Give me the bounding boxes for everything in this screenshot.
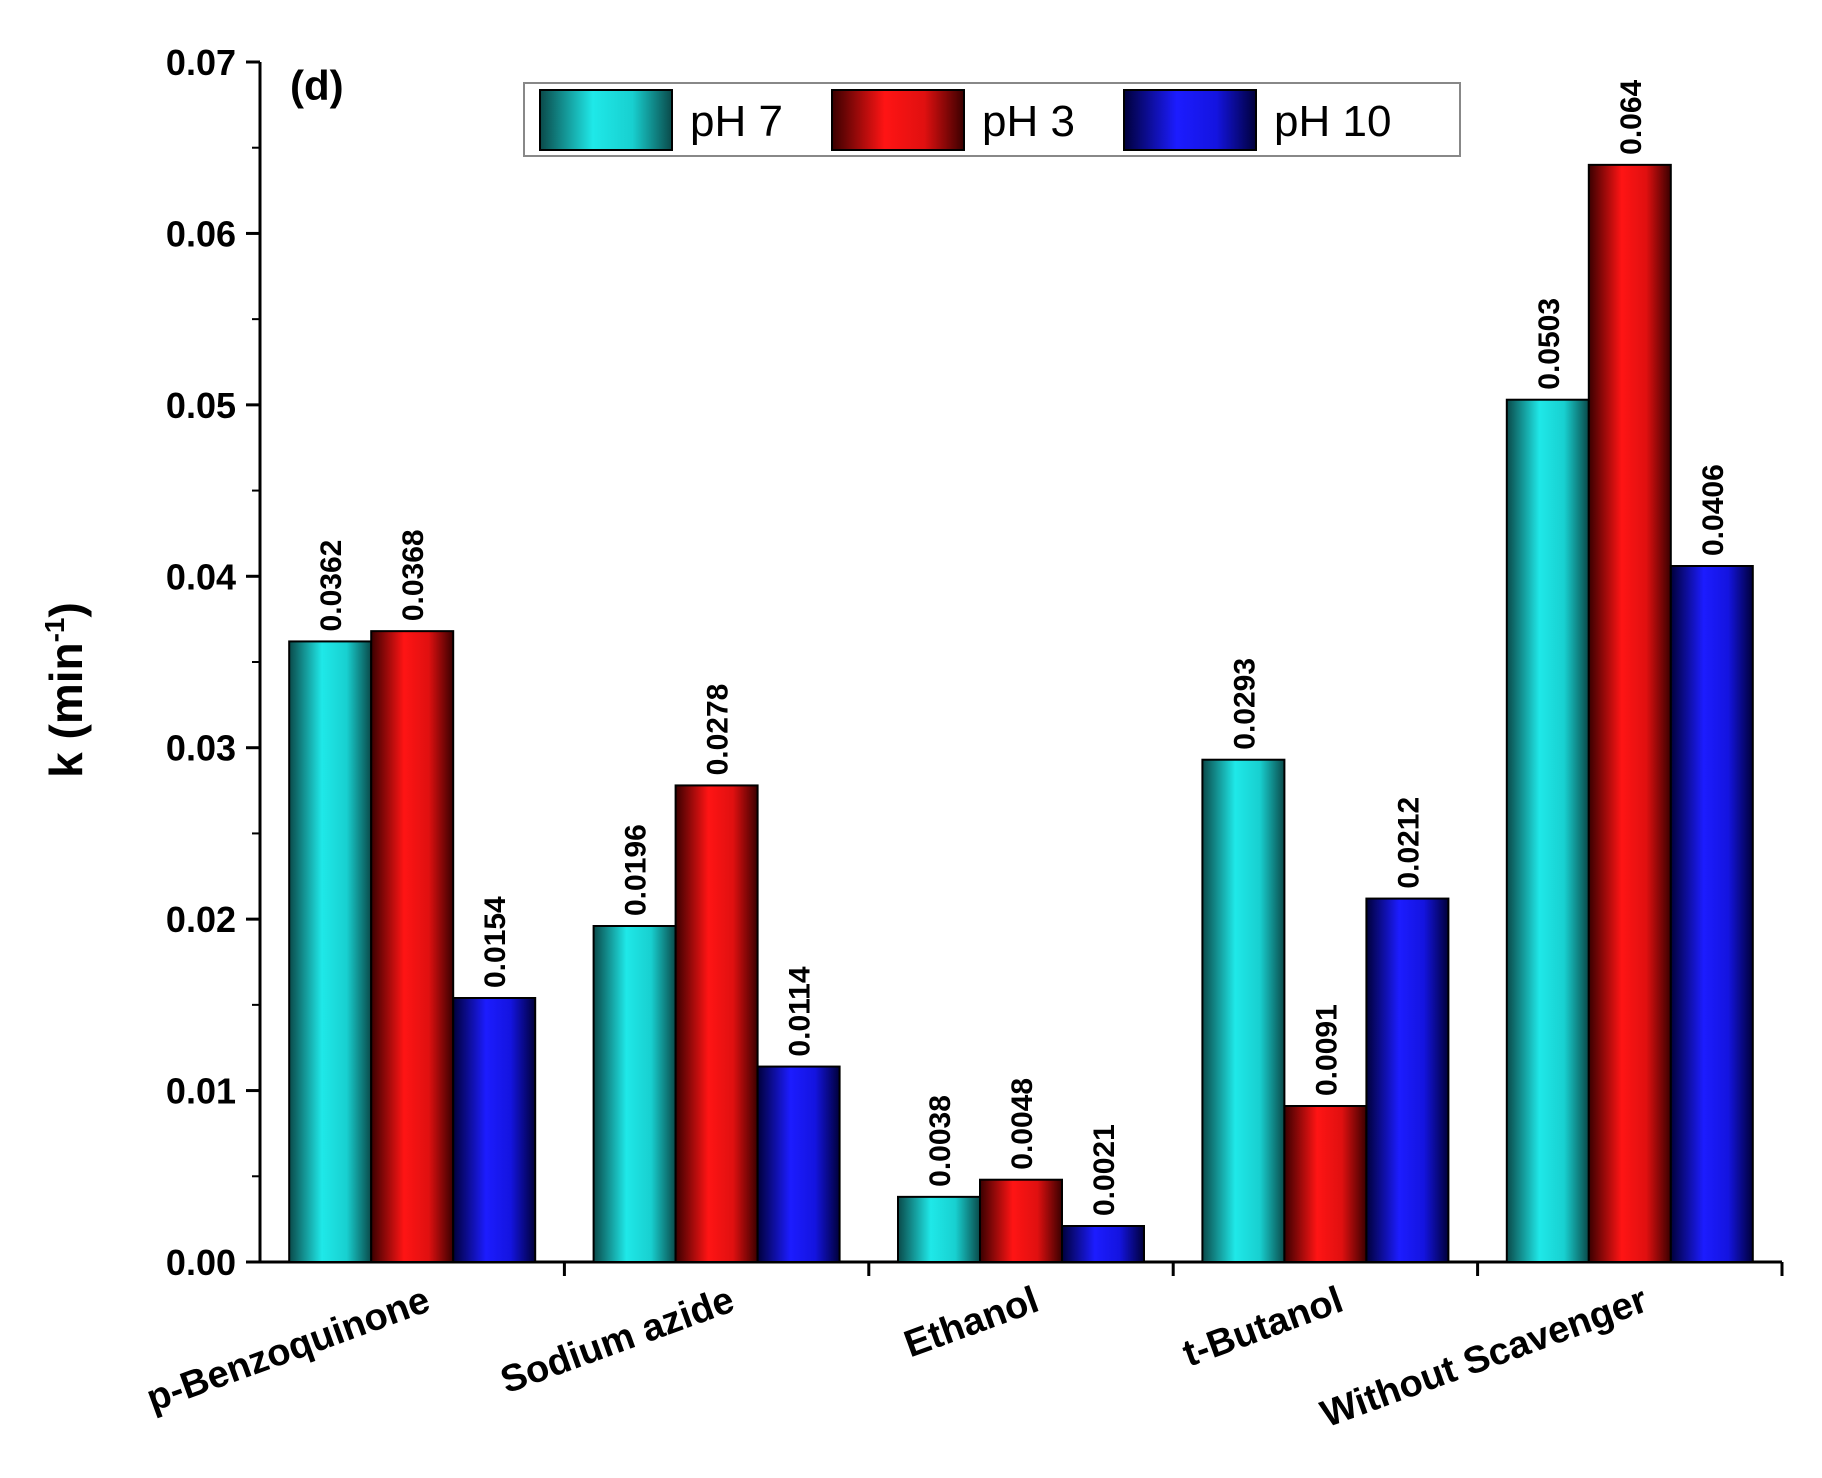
data-label: 0.0362 — [315, 540, 348, 632]
data-label: 0.0406 — [1697, 464, 1730, 556]
y-tick-label: 0.02 — [166, 899, 236, 940]
y-axis-label-superscript: -1 — [39, 617, 70, 642]
legend-box — [523, 82, 1461, 157]
panel-label: (d) — [290, 62, 344, 109]
data-label: 0.0293 — [1228, 658, 1261, 750]
y-tick-label: 0.07 — [166, 42, 236, 83]
legend-label: pH 3 — [982, 97, 1075, 146]
y-tick-label: 0.03 — [166, 728, 236, 769]
bar — [897, 1195, 981, 1264]
legend: pH 7 pH 3 pH 10 — [523, 82, 1461, 157]
data-label: 0.0048 — [1006, 1078, 1039, 1170]
bar — [1365, 897, 1450, 1263]
y-tick-label: 0.06 — [166, 213, 236, 254]
legend-swatch — [1123, 89, 1257, 151]
data-label: 0.0154 — [479, 896, 512, 988]
bar — [1505, 398, 1590, 1263]
data-label: 0.0503 — [1533, 298, 1566, 390]
data-label: 0.0038 — [924, 1095, 957, 1187]
x-tick-label: Ethanol — [899, 1279, 1044, 1366]
x-tick-label: Without Scavenger — [1315, 1279, 1653, 1436]
y-axis-label: k (min-1) — [39, 602, 92, 778]
data-label: 0.0021 — [1088, 1124, 1121, 1216]
data-label: 0.0114 — [784, 966, 817, 1056]
bar — [370, 630, 455, 1263]
data-label: 0.064 — [1615, 79, 1648, 154]
legend-label: pH 10 — [1274, 97, 1391, 146]
data-labels-group: 0.0362 0.0368 0.0154 0.0196 0.0278 0.0114 0.00… — [315, 79, 1730, 1216]
x-tick-label: Sodium azide — [495, 1279, 740, 1402]
bar — [452, 997, 537, 1263]
bar — [1587, 163, 1672, 1263]
bar — [1201, 758, 1286, 1263]
bars-group — [288, 163, 1754, 1264]
bar — [674, 784, 759, 1264]
data-label: 0.0212 — [1392, 797, 1425, 889]
x-tick-label: p-Benzoquinone — [141, 1279, 435, 1420]
legend-label: pH 7 — [690, 97, 783, 146]
bar — [592, 925, 677, 1263]
y-tick-label: 0.01 — [166, 1071, 236, 1112]
y-tick-label: 0.00 — [166, 1242, 236, 1283]
bar — [1061, 1225, 1145, 1263]
bar — [1283, 1105, 1368, 1263]
bar — [756, 1065, 841, 1263]
legend-swatch — [539, 89, 673, 151]
bar — [1669, 565, 1754, 1263]
bar — [979, 1178, 1063, 1263]
data-label: 0.0368 — [397, 529, 430, 621]
bar — [288, 640, 373, 1263]
y-tick-label: 0.05 — [166, 385, 236, 426]
data-label: 0.0091 — [1310, 1004, 1343, 1096]
data-label: 0.0278 — [702, 684, 735, 776]
x-tick-label: t-Butanol — [1177, 1279, 1348, 1375]
data-label: 0.0196 — [620, 824, 653, 916]
y-tick-label: 0.04 — [166, 556, 236, 597]
legend-swatch — [831, 89, 965, 151]
